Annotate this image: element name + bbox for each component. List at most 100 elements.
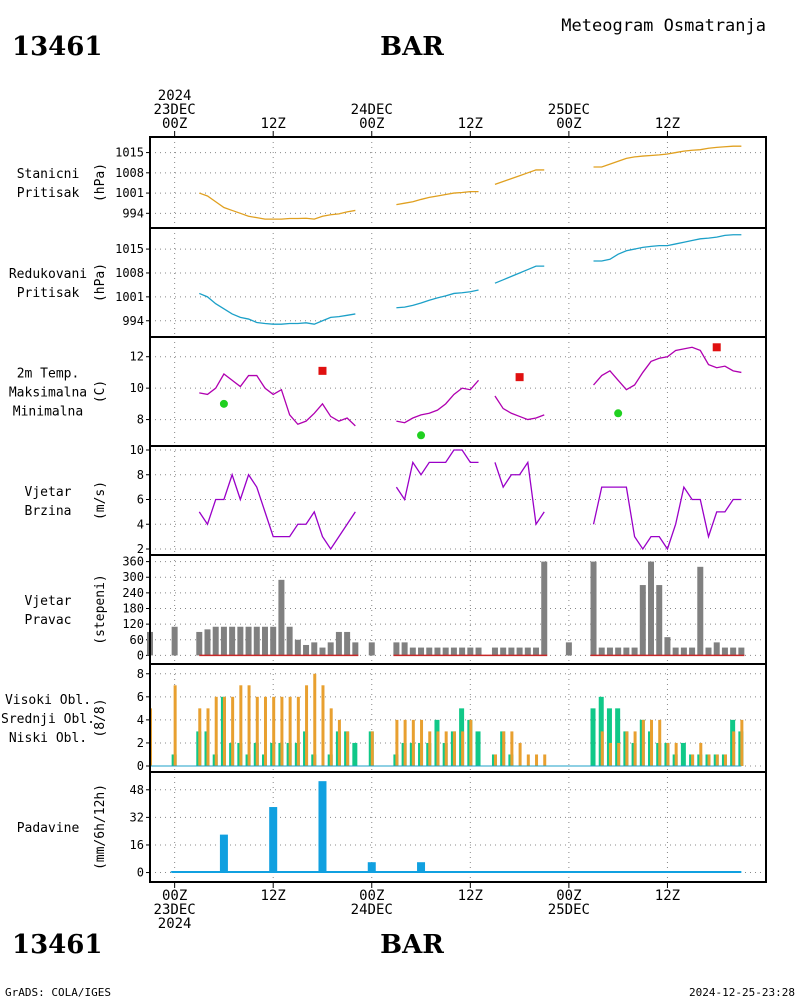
- temperature-line: [396, 379, 480, 424]
- direction-bar: [565, 642, 572, 656]
- low-cloud-bar: [411, 719, 415, 766]
- panel-label: Stanicni: [17, 167, 80, 182]
- y-tick-label: 32: [130, 810, 144, 824]
- panel-clouds: 0 2 4 6 8 (8/8)Visoki Obl. Srednji Obl. Niski O…: [1, 663, 767, 773]
- y-axis-label: (hPa): [93, 163, 108, 202]
- header-title: Meteogram Osmatranja: [561, 16, 766, 36]
- y-tick-label: 300: [122, 570, 144, 584]
- bottom-time-label: 25DEC: [548, 902, 590, 918]
- top-time-label: 00Z: [556, 116, 581, 132]
- direction-bar: [352, 642, 359, 656]
- direction-bar: [524, 647, 531, 656]
- top-time-label: 00Z: [162, 116, 187, 132]
- low-cloud-bar: [535, 754, 539, 766]
- low-cloud-bar: [617, 742, 621, 766]
- direction-bar: [533, 647, 540, 656]
- pressure-line: [593, 145, 742, 168]
- bottom-time-label: 00Z: [162, 888, 187, 904]
- y-tick-label: 994: [122, 206, 144, 220]
- direction-bar: [212, 626, 219, 656]
- low-cloud-bar: [337, 719, 341, 766]
- wind-speed-line: [395, 449, 479, 502]
- direction-bar: [303, 644, 310, 656]
- direction-bar: [721, 647, 728, 656]
- low-cloud-bar: [321, 685, 325, 766]
- pressure-line: [494, 169, 545, 186]
- top-time-label: 25DEC: [548, 102, 590, 118]
- low-cloud-bar: [329, 708, 333, 766]
- y-tick-label: 1008: [115, 266, 144, 280]
- direction-bar: [368, 642, 375, 656]
- direction-bar: [623, 647, 630, 656]
- top-time-label: 12Z: [458, 116, 483, 132]
- bottom-time-label: 12Z: [261, 888, 286, 904]
- direction-bar: [656, 585, 663, 656]
- direction-bar: [311, 642, 318, 656]
- low-cloud-bar: [732, 731, 736, 766]
- precip-bar: [269, 807, 278, 873]
- low-cloud-bar: [288, 696, 292, 766]
- low-cloud-bar: [518, 742, 522, 766]
- direction-bar: [229, 626, 236, 656]
- direction-bar: [442, 647, 449, 656]
- y-tick-label: 994: [122, 314, 144, 328]
- low-cloud-bar: [461, 731, 465, 766]
- direction-bar: [541, 561, 548, 656]
- y-axis-label: (C): [93, 380, 108, 403]
- low-cloud-bar: [691, 754, 695, 766]
- temperature-line: [593, 346, 742, 391]
- mid-cloud-bar: [606, 708, 612, 766]
- low-cloud-bar: [707, 754, 711, 766]
- low-cloud-bar: [674, 742, 678, 766]
- temperature-line: [494, 395, 545, 421]
- y-tick-label: 360: [122, 555, 144, 569]
- direction-bar: [491, 647, 498, 656]
- low-cloud-bar: [510, 731, 514, 766]
- panel-label: Maksimalna: [9, 386, 87, 401]
- y-axis-label: (mm/6h/12h): [93, 784, 108, 870]
- low-cloud-bar: [198, 708, 202, 766]
- direction-bar: [475, 647, 482, 656]
- pressure-line: [199, 292, 356, 325]
- max-temp-marker: [712, 343, 721, 352]
- low-cloud-bar: [641, 719, 645, 766]
- mid-cloud-bar: [590, 708, 596, 766]
- header-station-id: 13461: [12, 32, 102, 62]
- y-axis-label: (8/8): [93, 698, 108, 737]
- direction-bar: [196, 631, 203, 656]
- direction-bar: [697, 566, 704, 656]
- low-cloud-bar: [239, 685, 243, 766]
- bottom-time-label: 00Z: [359, 888, 384, 904]
- panel-label: 2m Temp.: [17, 367, 80, 382]
- low-cloud-bar: [723, 754, 727, 766]
- low-cloud-bar: [740, 719, 744, 766]
- footer-station-name: BAR: [380, 930, 444, 960]
- panel-label: Brzina: [25, 504, 72, 519]
- direction-bar: [705, 647, 712, 656]
- direction-bar: [401, 642, 408, 656]
- low-cloud-bar: [444, 731, 448, 766]
- direction-bar: [426, 647, 433, 656]
- low-cloud-bar: [313, 673, 317, 766]
- pressure-line: [494, 265, 545, 284]
- direction-bar: [237, 626, 244, 656]
- panel-label: Visoki Obl.: [5, 693, 91, 708]
- panel-label: Pritisak: [17, 286, 80, 301]
- wind-speed-line: [198, 472, 356, 551]
- panel-label: Vjetar: [25, 594, 72, 609]
- y-tick-label: 0: [137, 759, 144, 773]
- low-cloud-bar: [658, 719, 662, 766]
- pressure-line: [593, 234, 742, 262]
- direction-bar: [664, 637, 671, 656]
- min-temp-marker: [219, 399, 228, 408]
- y-tick-label: 240: [122, 586, 144, 600]
- precip-bar: [170, 871, 179, 873]
- y-tick-label: 1001: [115, 290, 144, 304]
- temperature-line: [199, 373, 356, 427]
- panel-precipitation: 0 16 32 48 (mm/6h/12h) Padavine: [17, 771, 767, 883]
- y-tick-label: 1015: [115, 146, 144, 160]
- bottom-time-label: 12Z: [458, 888, 483, 904]
- panel-station_pressure: 994 1001 1008 1015 (hPa) Stanicni Pritisak: [17, 136, 767, 229]
- direction-bar: [508, 647, 515, 656]
